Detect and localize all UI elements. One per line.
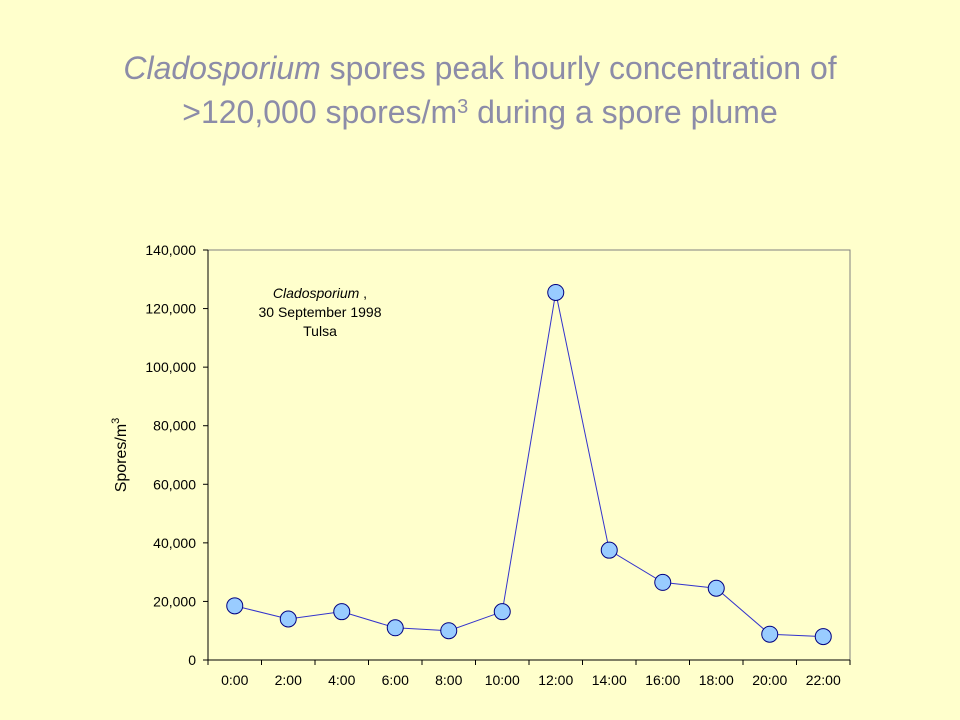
title-superscript: 3 — [457, 96, 469, 118]
y-tick-label: 140,000 — [145, 242, 196, 258]
data-point — [707, 579, 725, 597]
title-genus: Cladosporium — [123, 50, 321, 86]
chart-annotation-line-2: 30 September 1998 — [259, 304, 382, 320]
data-point — [493, 603, 511, 621]
y-axis-label-text: Spores/m — [113, 424, 130, 492]
y-tick-label: 0 — [188, 652, 196, 668]
y-tick-label: 60,000 — [153, 476, 196, 492]
x-tick-label: 6:00 — [382, 672, 409, 688]
title-line-2-pre: >120,000 spores/m — [182, 94, 458, 130]
chart-annotation-line-1: Cladosporium , — [273, 285, 367, 301]
title-line-2-post: during a spore plume — [468, 94, 778, 130]
x-tick-label: 12:00 — [538, 672, 573, 688]
data-point — [761, 625, 779, 643]
series-line — [234, 292, 824, 638]
y-axis-label: Spores/m3 — [110, 418, 130, 493]
title-line-2: >120,000 spores/m3 during a spore plume — [0, 90, 960, 134]
x-tick-label: 8:00 — [435, 672, 462, 688]
slide-title: Cladosporium spores peak hourly concentr… — [0, 46, 960, 134]
data-point — [654, 573, 672, 591]
y-tick-label: 80,000 — [153, 418, 196, 434]
y-tick-label: 40,000 — [153, 535, 196, 551]
data-point — [279, 610, 297, 628]
x-tick-label: 4:00 — [328, 672, 355, 688]
series-layer — [226, 283, 832, 646]
x-ticks: 0:00 2:00 4:00 6:00 8:00 10:00 12:00 14:00 16:00… — [207, 660, 851, 688]
data-point — [226, 597, 244, 615]
data-point — [814, 628, 832, 646]
y-tick-label: 20,000 — [153, 593, 196, 609]
y-tick-label: 120,000 — [145, 301, 196, 317]
data-point — [333, 603, 351, 621]
x-tick-label: 20:00 — [752, 672, 787, 688]
x-tick-label: 14:00 — [592, 672, 627, 688]
data-point — [547, 283, 565, 301]
y-tick-label: 100,000 — [145, 359, 196, 375]
x-tick-label: 16:00 — [645, 672, 680, 688]
data-point — [386, 619, 404, 637]
data-point — [440, 622, 458, 640]
y-ticks: 0 20,000 40,000 60,000 80,000 100,000 120,000 1… — [145, 242, 208, 668]
x-tick-label: 10:00 — [485, 672, 520, 688]
x-tick-label: 0:00 — [221, 672, 248, 688]
x-tick-label: 22:00 — [806, 672, 841, 688]
title-line-1-rest: spores peak hourly concentration of — [320, 50, 837, 86]
chart-annotation-line-3: Tulsa — [303, 323, 337, 339]
x-tick-label: 2:00 — [275, 672, 302, 688]
title-line-1: Cladosporium spores peak hourly concentr… — [0, 46, 960, 90]
x-tick-label: 18:00 — [699, 672, 734, 688]
data-point — [600, 541, 618, 559]
y-axis-label-sup: 3 — [110, 418, 122, 424]
